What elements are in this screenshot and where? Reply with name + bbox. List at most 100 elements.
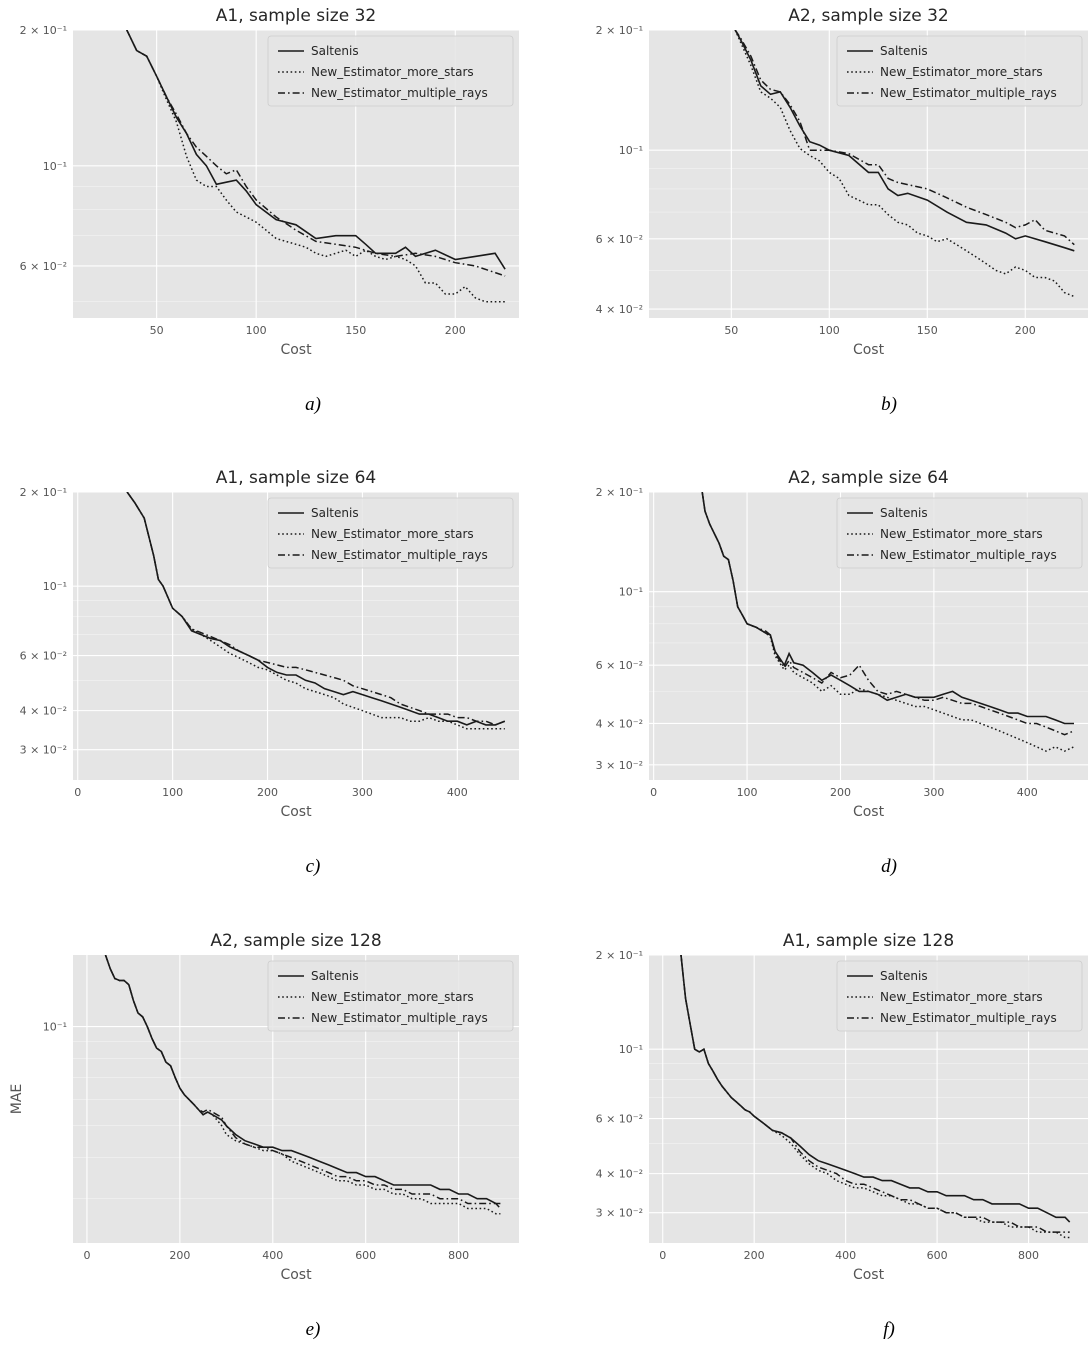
legend-label: New_Estimator_multiple_rays bbox=[311, 1011, 488, 1025]
y-tick-label: 3 × 10⁻² bbox=[596, 759, 643, 772]
x-tick-label: 400 bbox=[262, 1249, 283, 1262]
x-axis-label: Cost bbox=[853, 804, 885, 820]
x-tick-label: 300 bbox=[352, 786, 373, 799]
legend-label: Saltenis bbox=[311, 969, 359, 983]
y-tick-label: 4 × 10⁻² bbox=[596, 1168, 643, 1181]
legend-label: New_Estimator_more_stars bbox=[311, 990, 474, 1004]
x-tick-label: 400 bbox=[447, 786, 468, 799]
x-tick-label: 100 bbox=[737, 786, 758, 799]
x-tick-label: 100 bbox=[819, 324, 840, 337]
x-tick-label: 50 bbox=[150, 324, 164, 337]
legend-label: New_Estimator_multiple_rays bbox=[880, 1011, 1057, 1025]
x-tick-label: 150 bbox=[917, 324, 938, 337]
legend-label: New_Estimator_more_stars bbox=[880, 990, 1043, 1004]
x-tick-label: 200 bbox=[257, 786, 278, 799]
legend-label: New_Estimator_multiple_rays bbox=[880, 548, 1057, 562]
x-tick-label: 150 bbox=[345, 324, 366, 337]
y-tick-label: 6 × 10⁻² bbox=[596, 233, 643, 246]
legend-label: New_Estimator_more_stars bbox=[880, 527, 1043, 541]
x-tick-label: 400 bbox=[1017, 786, 1038, 799]
series-line-New_Estimator_multiple_rays bbox=[701, 492, 1075, 736]
y-tick-label: 4 × 10⁻² bbox=[596, 717, 643, 730]
x-tick-label: 200 bbox=[1015, 324, 1036, 337]
y-axis-label: MAE bbox=[9, 1084, 25, 1115]
subplot-5: 10⁻¹ 0 200 400 600 800 A2, sample size 128 Cost… bbox=[9, 931, 519, 1283]
legend: Saltenis New_Estimator_more_stars New_Esti… bbox=[267, 497, 514, 569]
subplot-2: 2 × 10⁻¹ 10⁻¹ 6 × 10⁻² 4 × 10⁻² 50 100 150 200 A… bbox=[596, 6, 1088, 358]
x-tick-label: 400 bbox=[835, 1249, 856, 1262]
y-tick-label: 4 × 10⁻² bbox=[20, 705, 67, 718]
y-tick-label: 2 × 10⁻¹ bbox=[596, 949, 643, 962]
subfigure-caption: f) bbox=[883, 1319, 895, 1340]
series-line-New_Estimator_multiple_rays bbox=[680, 955, 1070, 1233]
y-tick-label: 10⁻¹ bbox=[619, 586, 643, 599]
x-axis-label: Cost bbox=[280, 1267, 312, 1283]
series-line-New_Estimator_more_stars bbox=[701, 492, 1075, 752]
legend-box bbox=[836, 497, 1083, 569]
legend-box bbox=[836, 960, 1083, 1032]
x-tick-label: 100 bbox=[246, 324, 267, 337]
y-tick-label: 10⁻¹ bbox=[619, 1043, 643, 1056]
x-tick-label: 0 bbox=[650, 786, 657, 799]
y-tick-label: 10⁻¹ bbox=[43, 580, 67, 593]
series-line-New_Estimator_multiple_rays bbox=[126, 492, 506, 726]
series-line-New_Estimator_more_stars bbox=[126, 30, 506, 303]
legend-label: Saltenis bbox=[880, 44, 928, 58]
legend-label: New_Estimator_multiple_rays bbox=[880, 86, 1057, 100]
y-tick-label: 2 × 10⁻¹ bbox=[20, 24, 67, 37]
x-axis-label: Cost bbox=[853, 342, 885, 358]
y-tick-label: 4 × 10⁻² bbox=[596, 303, 643, 316]
x-tick-label: 200 bbox=[744, 1249, 765, 1262]
x-tick-label: 100 bbox=[162, 786, 183, 799]
y-tick-label: 6 × 10⁻² bbox=[20, 650, 67, 663]
legend: Saltenis New_Estimator_more_stars New_Esti… bbox=[836, 497, 1083, 569]
legend-box bbox=[267, 497, 514, 569]
y-tick-label: 2 × 10⁻¹ bbox=[596, 24, 643, 37]
x-tick-label: 300 bbox=[923, 786, 944, 799]
series-line-New_Estimator_multiple_rays bbox=[104, 955, 501, 1210]
y-tick-label: 6 × 10⁻² bbox=[20, 260, 67, 273]
y-tick-label: 3 × 10⁻² bbox=[596, 1207, 643, 1220]
y-tick-label: 6 × 10⁻² bbox=[596, 659, 643, 672]
y-tick-label: 10⁻¹ bbox=[43, 160, 67, 173]
legend-label: New_Estimator_multiple_rays bbox=[311, 86, 488, 100]
x-tick-label: 50 bbox=[724, 324, 738, 337]
x-tick-label: 0 bbox=[74, 786, 81, 799]
legend-label: New_Estimator_more_stars bbox=[311, 65, 474, 79]
legend-box bbox=[267, 960, 514, 1032]
y-tick-label: 10⁻¹ bbox=[43, 1021, 67, 1034]
subfigure-caption: a) bbox=[305, 394, 321, 415]
x-tick-label: 0 bbox=[659, 1249, 666, 1262]
x-tick-label: 200 bbox=[830, 786, 851, 799]
series-line-Saltenis bbox=[701, 492, 1074, 725]
x-tick-label: 600 bbox=[355, 1249, 376, 1262]
chart-title: A1, sample size 128 bbox=[783, 931, 954, 951]
legend-label: Saltenis bbox=[311, 44, 359, 58]
legend-label: New_Estimator_more_stars bbox=[880, 65, 1043, 79]
x-tick-label: 200 bbox=[169, 1249, 190, 1262]
chart-title: A2, sample size 32 bbox=[788, 6, 948, 26]
x-tick-label: 0 bbox=[83, 1249, 90, 1262]
subfigure-caption: e) bbox=[306, 1319, 321, 1340]
x-axis-label: Cost bbox=[280, 342, 312, 358]
legend-box bbox=[267, 35, 514, 107]
chart-title: A2, sample size 128 bbox=[210, 931, 381, 951]
chart-title: A1, sample size 32 bbox=[216, 6, 376, 26]
y-tick-label: 2 × 10⁻¹ bbox=[596, 486, 643, 499]
y-tick-label: 3 × 10⁻² bbox=[20, 744, 67, 757]
subplot-4: 2 × 10⁻¹ 10⁻¹ 6 × 10⁻² 4 × 10⁻² 3 × 10⁻² 0 100… bbox=[596, 468, 1088, 820]
y-tick-label: 10⁻¹ bbox=[619, 144, 643, 157]
legend: Saltenis New_Estimator_more_stars New_Esti… bbox=[267, 35, 514, 107]
series-line-Saltenis bbox=[126, 30, 506, 270]
legend: Saltenis New_Estimator_more_stars New_Esti… bbox=[267, 960, 514, 1032]
x-tick-label: 800 bbox=[448, 1249, 469, 1262]
legend: Saltenis New_Estimator_more_stars New_Esti… bbox=[836, 35, 1083, 107]
subplot-1: 2 × 10⁻¹ 10⁻¹ 6 × 10⁻² 50 100 150 200 A1, sampl… bbox=[20, 6, 519, 358]
legend: Saltenis New_Estimator_more_stars New_Esti… bbox=[836, 960, 1083, 1032]
x-tick-label: 200 bbox=[445, 324, 466, 337]
x-axis-label: Cost bbox=[280, 804, 312, 820]
series-line-New_Estimator_multiple_rays bbox=[126, 30, 506, 277]
series-line-New_Estimator_more_stars bbox=[734, 30, 1075, 298]
legend-box bbox=[836, 35, 1083, 107]
